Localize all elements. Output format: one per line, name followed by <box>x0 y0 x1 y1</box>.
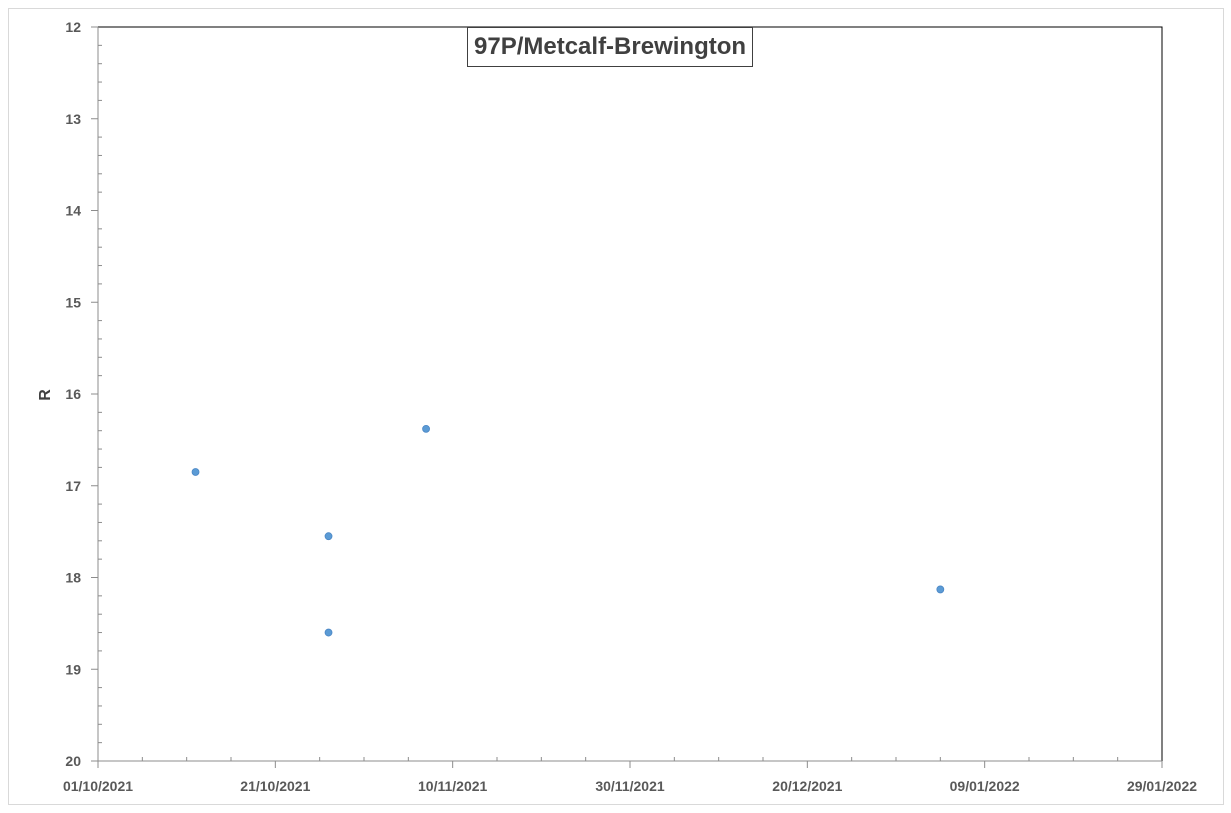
chart-title: 97P/Metcalf-Brewington <box>467 27 754 67</box>
x-tick-label: 10/11/2021 <box>418 778 488 794</box>
y-tick-label: 15 <box>65 294 81 310</box>
data-point <box>936 585 945 594</box>
x-tick-label: 29/01/2022 <box>1127 778 1197 794</box>
x-tick-label: 20/12/2021 <box>772 778 842 794</box>
chart-area: 12 13 14 15 16 17 18 19 20 01/10/2021 21/10/2021 10… <box>8 8 1224 805</box>
y-tick-label: 13 <box>65 111 81 127</box>
y-tick-label: 16 <box>65 386 81 402</box>
y-tick-label: 17 <box>65 478 81 494</box>
y-tick-label: 19 <box>65 661 81 677</box>
y-tick-label: 14 <box>65 203 81 219</box>
x-tick-label: 01/10/2021 <box>63 778 133 794</box>
scatter-chart: 12 13 14 15 16 17 18 19 20 01/10/2021 21/10/2021 10… <box>37 19 1197 794</box>
y-tick-label: 12 <box>65 19 81 35</box>
data-point <box>324 628 333 637</box>
y-tick-label: 18 <box>65 570 81 586</box>
data-point <box>324 532 333 541</box>
data-point <box>191 468 200 476</box>
data-point <box>422 424 430 433</box>
x-tick-label: 30/11/2021 <box>595 778 665 794</box>
plot-border <box>97 26 1163 762</box>
x-tick-label: 21/10/2021 <box>240 778 310 794</box>
x-tick-label: 09/01/2022 <box>950 778 1020 794</box>
y-axis-title: R <box>37 389 54 401</box>
y-tick-label: 20 <box>65 753 81 769</box>
plot-area: 12 13 14 15 16 17 18 19 20 01/10/2021 21/10/2021 10… <box>37 19 1197 794</box>
